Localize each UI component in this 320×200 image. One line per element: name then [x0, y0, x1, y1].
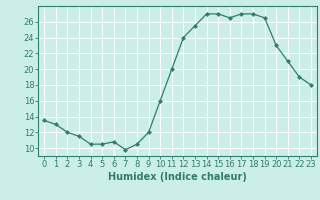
X-axis label: Humidex (Indice chaleur): Humidex (Indice chaleur) [108, 172, 247, 182]
